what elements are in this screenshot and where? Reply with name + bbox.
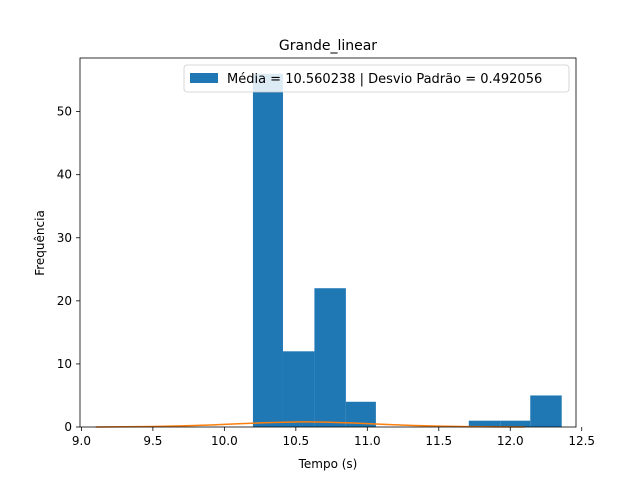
histogram-bar	[314, 288, 346, 427]
normal-distribution-curve	[95, 421, 525, 428]
y-tick-label: 0	[64, 420, 72, 434]
legend-swatch	[190, 73, 218, 83]
y-tick-label: 30	[57, 231, 72, 245]
x-tick-label: 12.5	[568, 434, 595, 448]
y-axis-label: Frequência	[33, 210, 47, 276]
legend-box	[183, 64, 570, 93]
x-tick-label: 11.0	[354, 434, 381, 448]
x-axis-ticks: 9.0 9.5 10.0 10.5 11.0 11.5 12.0 12.5	[72, 427, 595, 448]
curve-layer	[95, 421, 525, 428]
plot-frame	[79, 57, 577, 428]
x-axis-label: Tempo (s)	[298, 457, 358, 471]
x-tick-label: 9.5	[143, 434, 162, 448]
x-tick-label: 10.5	[282, 434, 309, 448]
x-tick-label: 11.5	[425, 434, 452, 448]
y-tick-label: 50	[57, 105, 72, 119]
x-tick-label: 10.0	[211, 434, 238, 448]
y-axis-ticks: 0 10 20 30 40 50	[57, 105, 80, 434]
y-tick-label: 10	[57, 357, 72, 371]
legend-label: Média = 10.560238 | Desvio Padrão = 0.49…	[227, 72, 542, 87]
histogram-bar	[530, 395, 562, 427]
histogram-bar	[468, 420, 501, 427]
histogram-bar	[252, 73, 283, 428]
y-tick-label: 20	[57, 294, 72, 308]
x-tick-label: 12.0	[497, 434, 524, 448]
x-tick-label: 9.0	[72, 434, 91, 448]
histogram-bar	[500, 420, 531, 427]
y-tick-label: 40	[57, 168, 72, 182]
histogram-bar	[282, 351, 315, 427]
legend: Média = 10.560238 | Desvio Padrão = 0.49…	[183, 64, 570, 93]
chart-title: Grande_linear	[279, 38, 377, 54]
